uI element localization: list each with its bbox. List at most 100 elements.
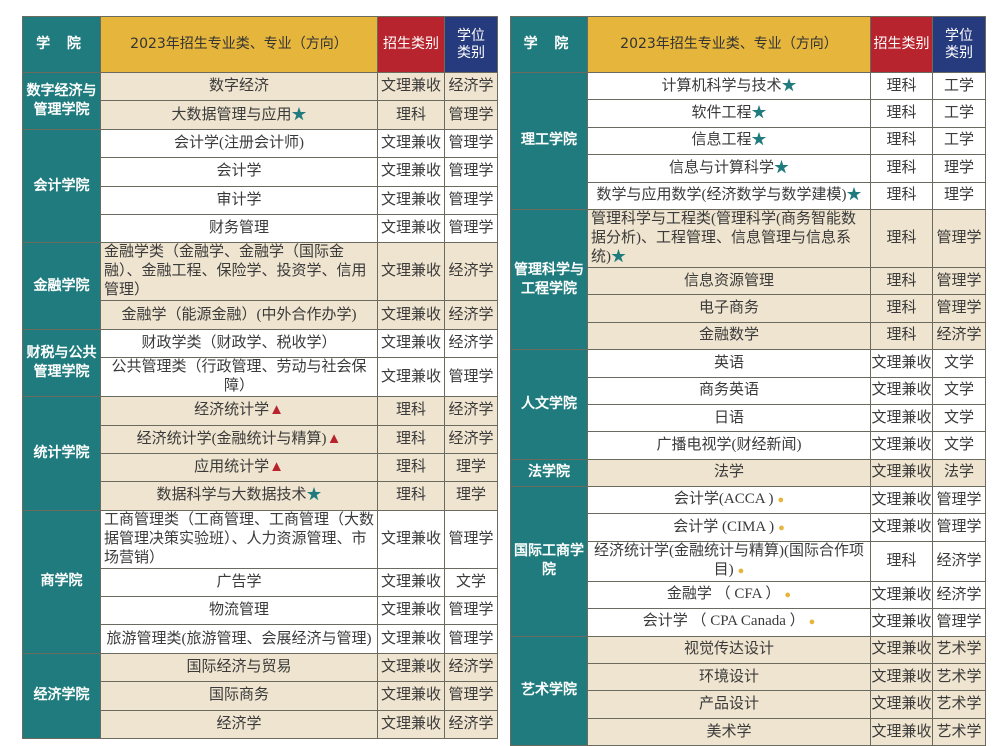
type-cell: 文理兼收 <box>377 681 445 711</box>
school-name: 金融学院 <box>22 242 101 330</box>
degree-cell: 文学 <box>932 403 986 433</box>
table-row: 审计学 文理兼收 管理学 <box>23 185 498 215</box>
major-cell: 环境设计 <box>587 663 871 692</box>
major-cell: 会计学 （ CPA Canada ） ● <box>587 608 871 637</box>
table-row: 数学与应用数学(经济数学与数学建模)★ 理科 理学 <box>511 181 986 210</box>
type-cell: 理科 <box>870 266 933 296</box>
table-row: 商学院 工商管理类（工商管理、工商管理（大数据管理决策实验班）、人力资源管理、市场… <box>22 509 498 654</box>
degree-cell: 艺术学 <box>932 690 986 719</box>
major-name: 视觉传达设计 <box>683 641 774 658</box>
table-row: 旅游管理类(旅游管理、会展经济与管理) 文理兼收 管理学 <box>23 624 498 654</box>
table-row: 金融学 （ CFA ） ● 文理兼收 经济学 <box>511 580 986 610</box>
school-name: 人文学院 <box>510 349 588 460</box>
table-row: 国际商务 文理兼收 管理学 <box>23 681 498 711</box>
degree-cell: 经济学 <box>444 328 498 359</box>
degree-cell: 理学 <box>932 154 986 183</box>
star-icon: ★ <box>781 77 797 94</box>
major-cell: 会计学(ACCA ) ● <box>587 486 871 515</box>
type-cell: 文理兼收 <box>377 71 445 102</box>
school-name: 法学院 <box>510 458 588 488</box>
table-row: 金融学院 金融学类（金融学、金融学（国际金融）、金融工程、保险学、投资学、信用管理… <box>22 242 498 330</box>
dot-icon: ● <box>737 564 745 577</box>
major-cell: 电子商务 <box>587 294 871 323</box>
major-cell: 数字经济 <box>100 71 378 102</box>
table-row: 金融数学 理科 经济学 <box>511 321 986 351</box>
major-name: 会计学 <box>216 163 262 180</box>
major-name: 国际商务 <box>208 687 269 704</box>
star-icon: ★ <box>846 187 862 204</box>
table-row: 国际工商学院 会计学(ACCA ) ● 文理兼收 管理学 <box>510 486 986 637</box>
table-row: 会计学 (CIMA ) ● 文理兼收 管理学 <box>511 513 986 542</box>
degree-cell: 管理学 <box>444 596 498 626</box>
major-name: 旅游管理类(旅游管理、会展经济与管理) <box>106 630 372 647</box>
type-cell: 文理兼收 <box>377 213 445 244</box>
star-icon: ★ <box>751 105 767 122</box>
header-school: 学 院 <box>510 16 588 73</box>
degree-cell: 经济学 <box>444 424 498 454</box>
major-name: 电子商务 <box>698 300 759 317</box>
major-cell: 财政学类（财政学、税收学） <box>100 328 378 359</box>
major-cell: 大数据管理与应用★ <box>100 100 378 130</box>
major-name: 广播电视学(财经新闻) <box>656 436 802 453</box>
table-row: 应用统计学▲ 理科 理学 <box>23 452 498 483</box>
major-name: 经济学 <box>216 715 262 732</box>
major-cell: 美术学 <box>587 717 871 746</box>
major-name: 商务英语 <box>698 382 759 399</box>
type-cell: 文理兼收 <box>377 596 445 626</box>
degree-cell: 理学 <box>932 181 986 210</box>
table-row: 广播电视学(财经新闻) 文理兼收 文学 <box>511 431 986 460</box>
major-cell: 视觉传达设计 <box>587 635 871 665</box>
table-row: 人文学院 英语 文理兼收 文学 <box>510 349 986 460</box>
type-cell: 文理兼收 <box>377 709 445 740</box>
table-row: 产品设计 文理兼收 艺术学 <box>511 690 986 719</box>
dot-icon: ● <box>778 521 785 534</box>
type-cell: 文理兼收 <box>870 580 933 610</box>
major-name: 应用统计学 <box>194 459 270 476</box>
table-row: 经济学院 国际经济与贸易 文理兼收 经济学 <box>22 652 498 740</box>
type-cell: 文理兼收 <box>870 376 933 405</box>
degree-cell: 理学 <box>444 452 498 483</box>
table-row: 物流管理 文理兼收 管理学 <box>23 596 498 626</box>
degree-cell: 文学 <box>932 349 986 378</box>
major-cell: 会计学 <box>100 157 378 187</box>
major-cell: 会计学(注册会计师) <box>100 128 378 159</box>
major-cell: 金融数学 <box>587 321 871 351</box>
table-row: 软件工程★ 理科 工学 <box>511 99 986 128</box>
major-cell: 管理科学与工程类(管理科学(商务智能数据分析)、工程管理、信息管理与信息系统)★ <box>587 208 871 268</box>
type-cell: 文理兼收 <box>870 486 933 515</box>
type-cell: 理科 <box>870 321 933 351</box>
major-name: 大数据管理与应用 <box>171 106 292 123</box>
type-cell: 理科 <box>870 294 933 323</box>
degree-cell: 经济学 <box>444 652 498 683</box>
degree-cell: 管理学 <box>444 624 498 654</box>
type-cell: 理科 <box>377 452 445 483</box>
type-cell: 理科 <box>870 208 933 268</box>
majors-table-right: 学 院 2023年招生专业类、专业（方向） 招生类别 学位类别 理工学院 计算机科… <box>510 16 986 746</box>
major-name: 财政学类（财政学、税收学） <box>141 334 337 351</box>
majors-table-left: 学 院 2023年招生专业类、专业（方向） 招生类别 学位类别 数字经济与管理学… <box>22 16 498 740</box>
major-cell: 金融学类（金融学、金融学（国际金融）、金融工程、保险学、投资学、信用管理） <box>100 242 378 302</box>
major-name: 信息工程 <box>691 132 752 149</box>
type-cell: 文理兼收 <box>870 635 933 665</box>
major-name: 工商管理类（工商管理、工商管理（大数据管理决策实验班）、人力资源管理、市场营销） <box>104 511 375 566</box>
table-row: 公共管理类（行政管理、劳动与社会保障） 文理兼收 管理学 <box>23 357 498 398</box>
star-icon: ★ <box>751 132 767 149</box>
major-name: 金融数学 <box>698 327 759 344</box>
major-cell: 物流管理 <box>100 596 378 626</box>
degree-cell: 管理学 <box>444 157 498 187</box>
header-row: 学 院 2023年招生专业类、专业（方向） 招生类别 学位类别 <box>510 16 986 73</box>
major-name: 国际经济与贸易 <box>186 659 292 676</box>
major-name: 环境设计 <box>698 668 759 685</box>
table-row: 日语 文理兼收 文学 <box>511 403 986 433</box>
degree-cell: 经济学 <box>444 242 498 302</box>
header-type: 招生类别 <box>377 16 445 73</box>
major-name: 经济统计学(金融统计与精算) <box>136 430 327 447</box>
major-cell: 国际商务 <box>100 681 378 711</box>
major-cell: 日语 <box>587 403 871 433</box>
major-cell: 审计学 <box>100 185 378 215</box>
major-cell: 广播电视学(财经新闻) <box>587 431 871 460</box>
major-name: 数据科学与大数据技术 <box>156 487 307 504</box>
major-cell: 计算机科学与技术★ <box>587 71 871 101</box>
degree-cell: 管理学 <box>444 213 498 244</box>
degree-cell: 管理学 <box>444 509 498 569</box>
